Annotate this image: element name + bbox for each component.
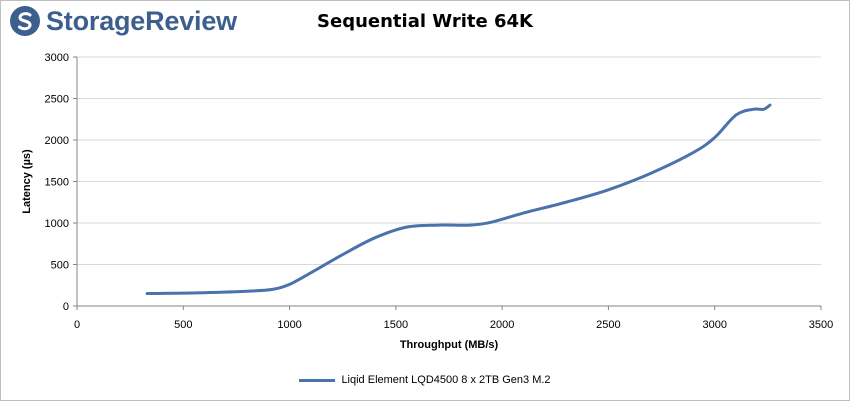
y-tick-label: 500 — [51, 260, 69, 272]
x-axis-title: Throughput (MB/s) — [400, 339, 499, 351]
y-tick-label: 1500 — [45, 177, 69, 189]
x-tick-label: 2000 — [490, 319, 514, 331]
brand-name: StorageReview — [46, 5, 237, 36]
y-tick-label: 2500 — [45, 94, 69, 106]
y-tick-label: 1000 — [45, 218, 69, 230]
legend-swatch — [299, 378, 336, 382]
storagereview-logo-icon — [10, 6, 40, 36]
y-tick-labels: 0 500 1000 1500 2000 2500 3000 — [45, 52, 69, 313]
legend-label: Liqid Element LQD4500 8 x 2TB Gen3 M.2 — [341, 374, 551, 386]
series-line — [145, 103, 772, 296]
y-tick-label: 3000 — [45, 52, 69, 64]
chart-title: Sequential Write 64K — [317, 11, 533, 32]
gridlines — [77, 56, 821, 265]
y-tick-label: 2000 — [45, 135, 69, 147]
x-tick-labels: 0 500 1000 1500 2000 2500 3000 3500 — [74, 319, 833, 331]
series-layer — [145, 103, 772, 296]
legend: Liqid Element LQD4500 8 x 2TB Gen3 M.2 — [0, 374, 850, 386]
y-tick-label: 0 — [63, 301, 69, 313]
x-tick-label: 1500 — [384, 319, 408, 331]
x-tick-label: 0 — [74, 319, 80, 331]
x-tick-label: 3000 — [702, 319, 726, 331]
y-axis-title: Latency (µs) — [21, 149, 33, 214]
storagereview-logo: StorageReview — [8, 3, 237, 39]
x-tick-label: 500 — [174, 319, 192, 331]
axes — [73, 56, 822, 310]
x-tick-label: 1000 — [277, 319, 301, 331]
x-tick-label: 3500 — [809, 319, 833, 331]
x-tick-label: 2500 — [596, 319, 620, 331]
